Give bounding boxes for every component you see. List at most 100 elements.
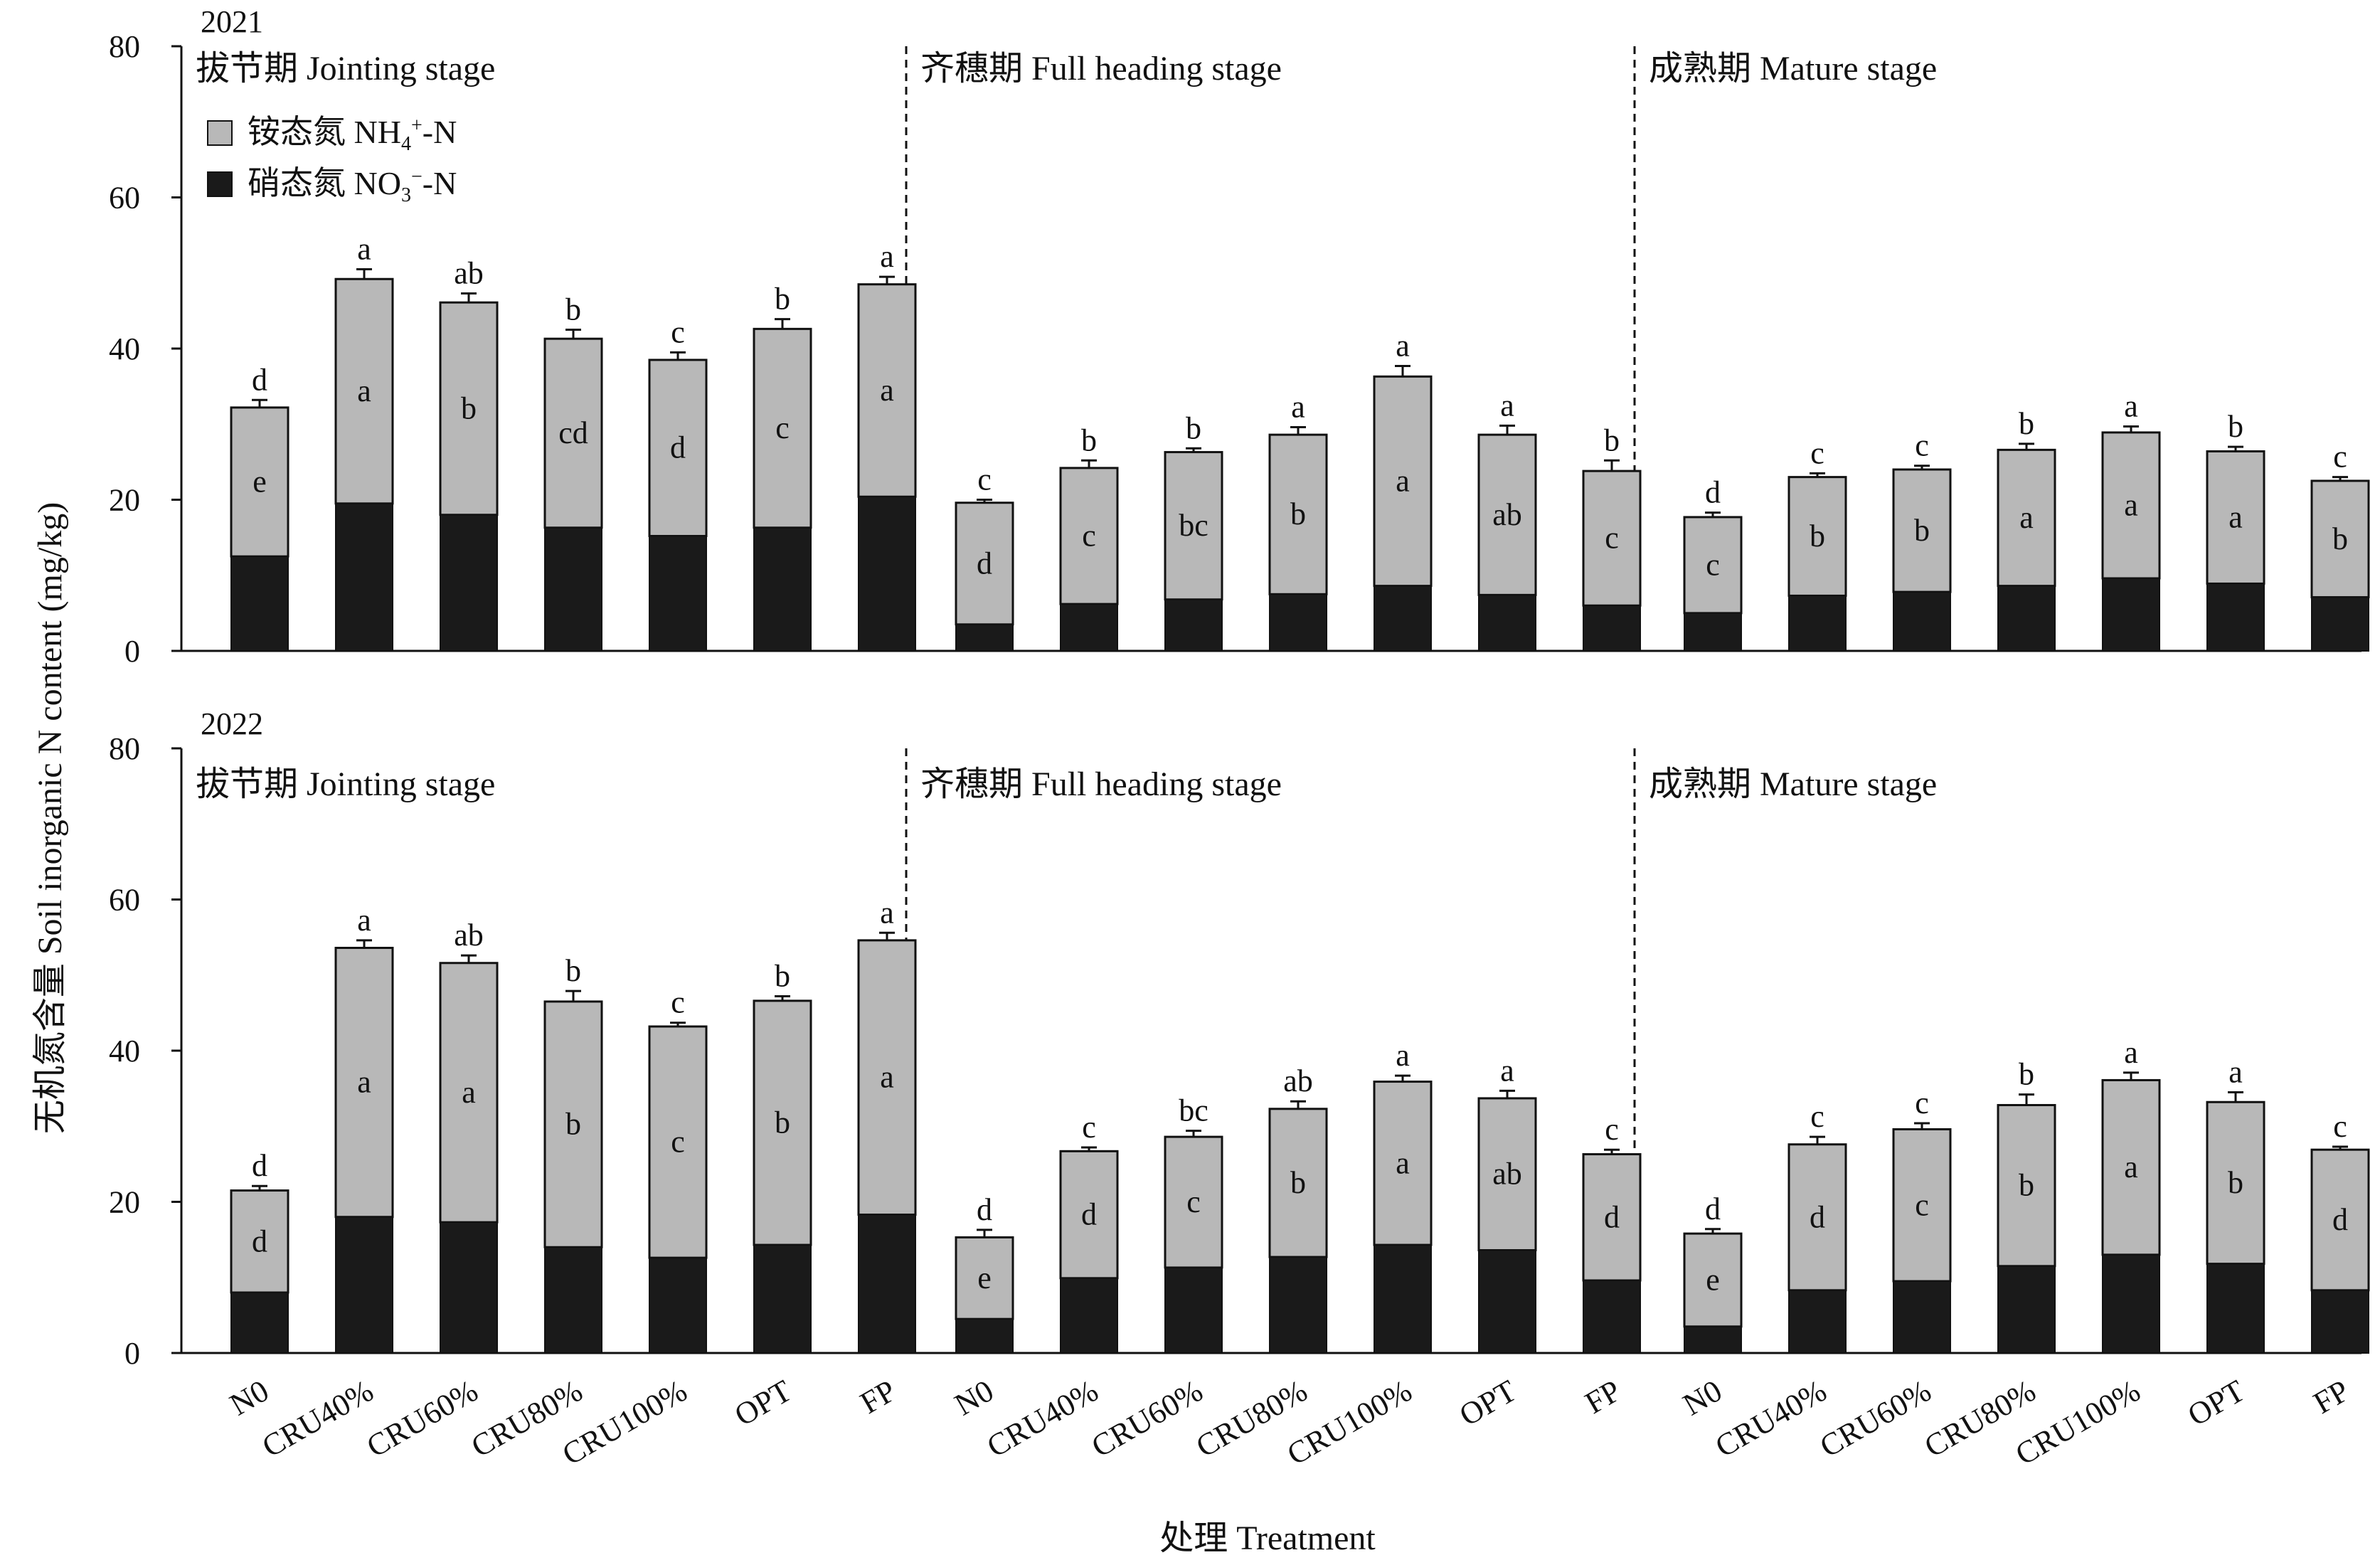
chart-bars (230, 267, 2370, 1354)
significance-letter-no3: c (1186, 1184, 1201, 1219)
bar-no3-segment (1164, 598, 1223, 652)
significance-letter-no3: d (252, 1224, 267, 1258)
significance-letter-no3: cd (558, 415, 588, 450)
bar-no3-segment (544, 1246, 602, 1354)
x-tick-label: CRU40% (256, 1373, 379, 1464)
significance-letter-total: b (2228, 409, 2243, 444)
significance-letter-no3: c (1082, 519, 1096, 553)
x-tick-label: OPT (1454, 1373, 1523, 1433)
bar-nh4-segment (857, 283, 917, 498)
significance-letter-total: b (2019, 1057, 2034, 1092)
significance-letter-total: a (1396, 328, 1410, 363)
significance-letter-no3: b (1290, 497, 1306, 531)
y-tick-label: 40 (109, 1034, 140, 1068)
significance-letter-total: a (1291, 390, 1305, 425)
bar-nh4-segment (955, 502, 1014, 626)
bar-nh4-segment (334, 947, 394, 1219)
significance-letter-no3: d (1081, 1197, 1097, 1232)
significance-letter-no3: a (2124, 1150, 2138, 1184)
x-axis-title: 处理 Treatment (1159, 1519, 1376, 1557)
bar-no3-segment (2311, 596, 2369, 652)
bar-no3-segment (1684, 1325, 1742, 1354)
bar-no3-segment (753, 526, 812, 652)
significance-letter-no3: a (880, 1060, 894, 1095)
bar-no3-segment (1374, 1244, 1432, 1354)
bar-no3-segment (1893, 591, 1951, 652)
stage-label: 拔节期 Jointing stage (196, 50, 495, 87)
x-tick-label: CRU40% (1709, 1373, 1832, 1464)
bar-nh4-segment (1164, 451, 1223, 601)
bar-no3-segment (1997, 585, 2056, 652)
bar-nh4-segment (857, 939, 917, 1216)
bar-no3-segment (335, 502, 393, 652)
significance-letter-total: d (252, 1148, 267, 1183)
bar-no3-segment (2102, 1253, 2160, 1354)
bar-no3-segment (649, 535, 707, 652)
bar-nh4-segment (1059, 467, 1119, 605)
bar-no3-segment (2102, 578, 2160, 652)
y-tick-label: 80 (109, 29, 140, 64)
significance-letter-total: c (1915, 428, 1929, 463)
x-tick-label: CRU60% (361, 1373, 484, 1464)
bar-no3-segment (1060, 1277, 1118, 1354)
bar-nh4-segment (543, 1000, 603, 1248)
significance-letter-total: b (1081, 423, 1097, 457)
significance-letter-no3: d (977, 546, 992, 580)
significance-letter-total: a (880, 895, 894, 930)
bar-no3-segment (1478, 1249, 1536, 1354)
significance-letter-no3: d (1810, 1199, 1825, 1234)
bar-no3-segment (1684, 612, 1742, 652)
significance-letter-total: a (2228, 1054, 2243, 1089)
significance-letter-total: a (2124, 1035, 2138, 1070)
significance-letter-no3: b (1290, 1165, 1306, 1200)
significance-letter-total: c (1605, 1112, 1619, 1147)
significance-letter-no3: c (1706, 547, 1720, 582)
bar-no3-segment (858, 496, 916, 652)
bar-no3-segment (1997, 1265, 2056, 1354)
bar-nh4-segment (753, 327, 812, 529)
significance-letter-total: b (1186, 410, 1201, 445)
bar-no3-segment (335, 1216, 393, 1354)
y-axis-title: 无机氮含量 Soil inorganic N content (mg/kg) (31, 502, 69, 1134)
significance-letter-no3: b (775, 1105, 790, 1140)
significance-letter-no3: a (2124, 487, 2138, 522)
bar-nh4-segment (1997, 448, 2056, 588)
significance-letter-total: a (1500, 1053, 1514, 1088)
significance-letter-total: b (565, 292, 581, 327)
y-tick-label: 40 (109, 331, 140, 366)
bar-no3-segment (1164, 1266, 1223, 1354)
significance-letter-total: d (1705, 475, 1721, 510)
significance-letter-total: d (977, 1192, 992, 1227)
legend-label: 铵态氮 NH4+-N (248, 114, 457, 155)
significance-letter-no3: a (2019, 500, 2034, 535)
stage-label: 成熟期 Mature stage (1649, 50, 1937, 87)
bar-no3-segment (1478, 594, 1536, 652)
bar-no3-segment (753, 1244, 812, 1354)
bar-nh4-segment (1373, 1081, 1433, 1246)
bar-nh4-segment (1477, 1097, 1537, 1251)
significance-letter-no3: d (2332, 1202, 2348, 1237)
significance-letter-no3: bc (1179, 508, 1208, 543)
y-tick-label: 60 (109, 181, 140, 216)
significance-letter-no3: b (2019, 1168, 2034, 1203)
bar-no3-segment (440, 514, 498, 652)
significance-letter-total: c (2333, 1109, 2347, 1144)
significance-letter-no3: e (977, 1261, 992, 1295)
significance-letter-no3: a (880, 373, 894, 408)
significance-letter-total: c (2333, 440, 2347, 474)
stage-label: 齐穗期 Full heading stage (920, 765, 1282, 803)
y-tick-label: 20 (109, 483, 140, 518)
stage-label: 拔节期 Jointing stage (196, 765, 495, 803)
significance-letter-no3: e (1706, 1262, 1720, 1297)
significance-letter-total: c (1915, 1086, 1929, 1120)
significance-letter-total: ab (1283, 1063, 1313, 1098)
significance-letter-total: a (1500, 388, 1514, 423)
significance-letter-total: c (1082, 1110, 1096, 1145)
y-tick-label: 0 (124, 1336, 140, 1371)
bar-no3-segment (1788, 1289, 1847, 1354)
bar-no3-segment (230, 556, 289, 652)
bar-nh4-segment (543, 337, 603, 529)
x-tick-label: OPT (2182, 1373, 2251, 1433)
bar-no3-segment (1269, 593, 1327, 652)
